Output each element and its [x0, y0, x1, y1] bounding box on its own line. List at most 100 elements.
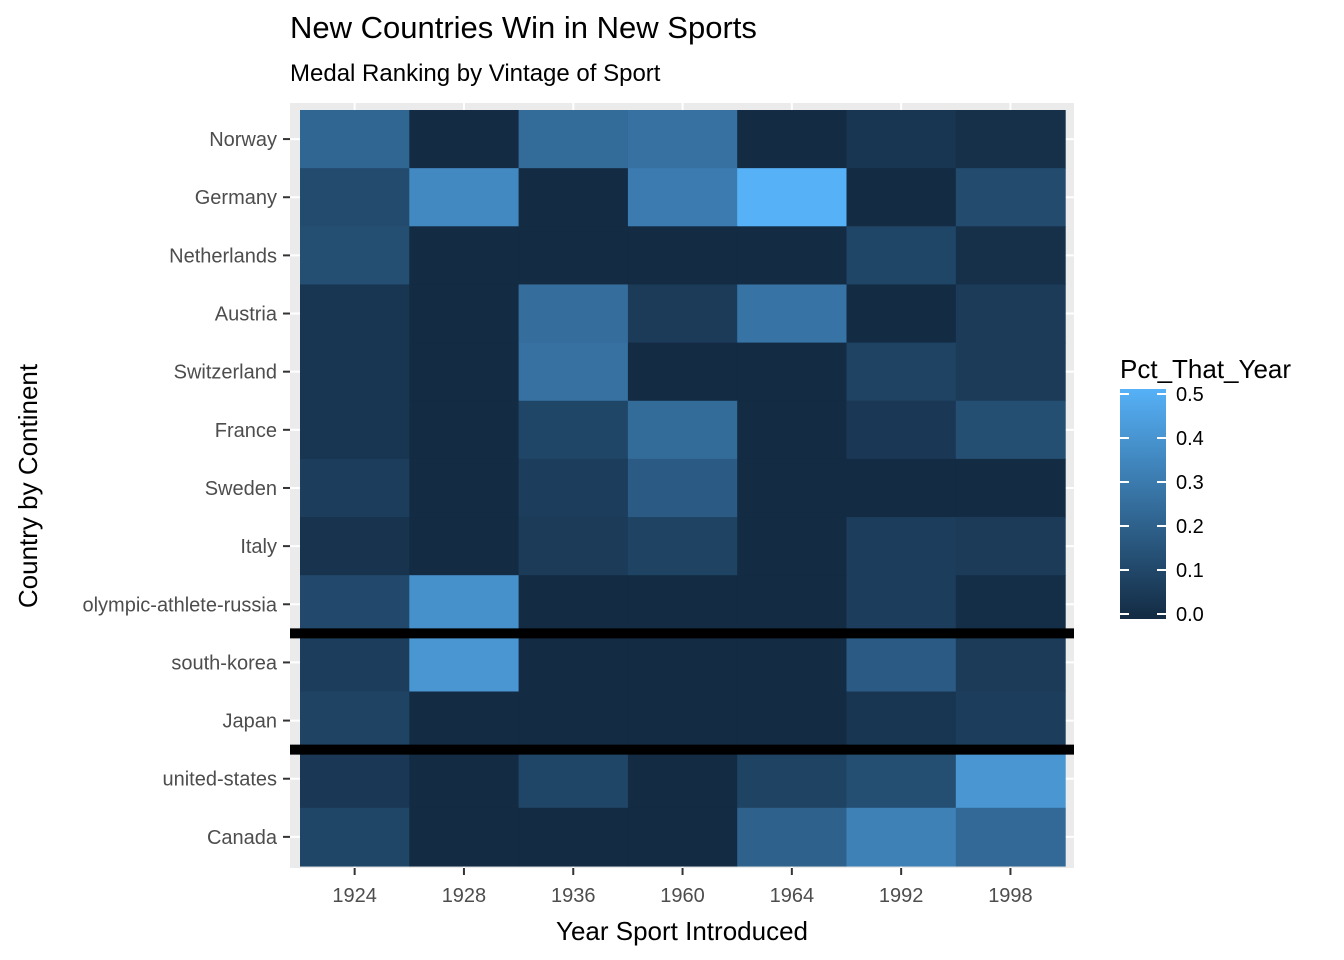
- y-axis: Norway Germany Netherlands Austria Switzerla…: [82, 129, 290, 849]
- legend-title: Pct_That_Year: [1120, 354, 1291, 384]
- heatmap-cell: [300, 691, 410, 751]
- heatmap-cell: [846, 575, 957, 634]
- heatmap-cell: [300, 749, 410, 809]
- heatmap-cell: [627, 226, 738, 286]
- heatmap-cell: [518, 110, 629, 169]
- x-axis: 1924 1928 1936 1960 1964 1992 1998: [332, 868, 1033, 907]
- heatmap-cell: [627, 575, 738, 634]
- heatmap-cell: [300, 342, 410, 402]
- legend-tick-label: 0.4: [1176, 428, 1204, 450]
- heatmap-cell: [409, 342, 520, 402]
- heatmap-cell: [518, 691, 629, 751]
- heatmap-cell: [518, 517, 629, 576]
- heatmap-cell: [518, 749, 629, 809]
- heatmap-cell: [409, 226, 520, 286]
- heatmap-cell: [737, 110, 848, 169]
- x-tick-label: 1964: [770, 885, 815, 907]
- heatmap-cell: [627, 168, 738, 227]
- heatmap-cell: [518, 807, 629, 867]
- x-tick-label: 1992: [879, 885, 924, 907]
- heatmap-cell: [518, 284, 629, 344]
- heatmap-cell: [955, 226, 1066, 286]
- y-tick-label: Canada: [207, 827, 278, 849]
- legend-tick-label: 0.2: [1176, 516, 1204, 538]
- heatmap-cell: [409, 807, 520, 867]
- legend-tick-label: 0.1: [1176, 560, 1204, 582]
- heatmap-cell: [846, 749, 957, 809]
- heatmap-cell: [409, 575, 520, 634]
- heatmap-cell: [955, 284, 1066, 344]
- y-axis-title: Country by Continent: [13, 363, 43, 608]
- heatmap-cell: [846, 168, 957, 227]
- heatmap-cell: [300, 807, 410, 867]
- heatmap-cell: [300, 575, 410, 634]
- heatmap-cell: [518, 575, 629, 634]
- heatmap-cell: [737, 807, 848, 867]
- y-tick-label: Japan: [223, 711, 278, 733]
- heatmap-cell: [955, 575, 1066, 634]
- heatmap-cell: [300, 110, 410, 169]
- heatmap-cell: [955, 633, 1066, 693]
- heatmap-cell: [409, 749, 520, 809]
- heatmap-cell: [846, 633, 957, 693]
- x-tick-label: 1998: [988, 885, 1033, 907]
- heatmap-cell: [627, 749, 738, 809]
- heatmap-cells: [300, 110, 1066, 867]
- heatmap-cell: [409, 284, 520, 344]
- heatmap-cell: [627, 400, 738, 460]
- heatmap-cell: [846, 342, 957, 402]
- heatmap-cell: [518, 226, 629, 286]
- y-tick-label: united-states: [162, 769, 277, 791]
- heatmap-cell: [955, 691, 1066, 751]
- y-tick-label: Italy: [240, 536, 277, 558]
- heatmap-cell: [846, 400, 957, 460]
- heatmap-cell: [737, 284, 848, 344]
- heatmap-cell: [627, 517, 738, 576]
- heatmap-cell: [627, 284, 738, 344]
- heatmap-cell: [955, 749, 1066, 809]
- y-tick-label: France: [215, 420, 277, 442]
- heatmap-cell: [846, 110, 957, 169]
- x-axis-title: Year Sport Introduced: [556, 916, 808, 946]
- heatmap-cell: [300, 517, 410, 576]
- heatmap-cell: [300, 633, 410, 693]
- heatmap-cell: [737, 400, 848, 460]
- x-tick-label: 1928: [442, 885, 487, 907]
- heatmap-cell: [955, 458, 1066, 518]
- heatmap-cell: [955, 342, 1066, 402]
- heatmap-cell: [737, 168, 848, 227]
- heatmap-cell: [955, 807, 1066, 867]
- heatmap-cell: [300, 458, 410, 518]
- legend-tick-label: 0.0: [1176, 604, 1204, 626]
- heatmap-cell: [409, 458, 520, 518]
- y-tick-label: Austria: [215, 304, 278, 326]
- y-tick-label: south-korea: [171, 652, 277, 674]
- heatmap-cell: [300, 226, 410, 286]
- legend-tick-label: 0.3: [1176, 472, 1204, 494]
- x-tick-label: 1936: [551, 885, 596, 907]
- y-tick-label: olympic-athlete-russia: [82, 594, 277, 616]
- heatmap-cell: [955, 517, 1066, 576]
- heatmap-cell: [300, 284, 410, 344]
- heatmap-cell: [300, 168, 410, 227]
- heatmap-cell: [737, 342, 848, 402]
- heatmap-cell: [846, 458, 957, 518]
- x-tick-label: 1960: [660, 885, 705, 907]
- heatmap-cell: [737, 575, 848, 634]
- heatmap-cell: [737, 749, 848, 809]
- heatmap-cell: [627, 807, 738, 867]
- heatmap-cell: [846, 226, 957, 286]
- heatmap-cell: [627, 342, 738, 402]
- heatmap-cell: [846, 691, 957, 751]
- chart-subtitle: Medal Ranking by Vintage of Sport: [290, 60, 661, 87]
- heatmap-cell: [737, 226, 848, 286]
- y-tick-label: Sweden: [205, 478, 277, 500]
- chart-title: New Countries Win in New Sports: [290, 10, 757, 45]
- heatmap-cell: [518, 458, 629, 518]
- heatmap-cell: [737, 517, 848, 576]
- heatmap-cell: [737, 458, 848, 518]
- heatmap-cell: [409, 168, 520, 227]
- heatmap-cell: [409, 517, 520, 576]
- x-tick-label: 1924: [332, 885, 377, 907]
